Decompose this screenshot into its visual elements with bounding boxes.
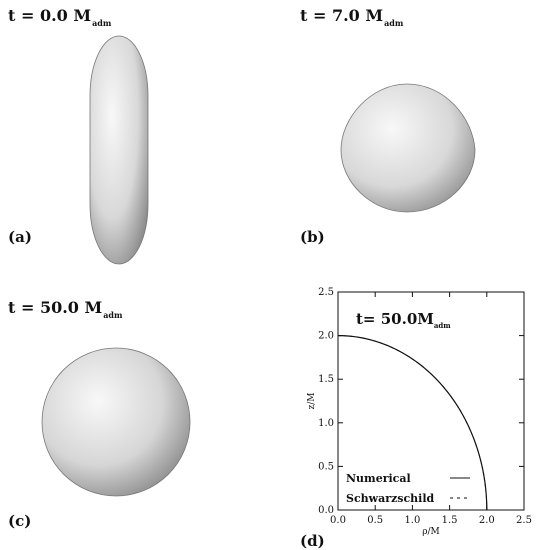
panel-a-ellipsoid <box>89 35 149 265</box>
prolate-ellipsoid-surface <box>89 35 149 265</box>
oblate-surface <box>340 83 476 213</box>
panel-a-subscript: adm <box>92 18 112 28</box>
legend-label-numerical: Numerical <box>346 472 411 485</box>
y-tick-label: 1.0 <box>318 418 334 429</box>
x-tick-label: 2.5 <box>516 515 532 526</box>
x-axis-label: ρ/M <box>422 527 440 537</box>
x-tick-label: 0.5 <box>367 515 383 526</box>
sphere-surface <box>41 347 191 497</box>
panel-a-title: t = 0.0 Madm <box>8 6 111 28</box>
panel-c-time: t = 50.0 M <box>8 298 103 317</box>
y-tick-label: 2.5 <box>318 287 334 298</box>
panel-c-subscript: adm <box>103 310 123 320</box>
panel-b-ellipsoid <box>340 83 476 213</box>
panel-a-time: t = 0.0 M <box>8 6 92 25</box>
panel-b-title: t = 7.0 Madm <box>300 6 403 28</box>
panel-d-chart: 0.0 0.5 1.0 1.5 2.0 2.5 0.0 0.5 1.0 1.5 2.0 2.5 ρ/M z… <box>307 287 532 537</box>
panel-c-title: t = 50.0 Madm <box>8 298 122 320</box>
panel-b-time: t = 7.0 M <box>300 6 384 25</box>
panel-c-label: (c) <box>8 512 32 530</box>
chart-annotation: t= 50.0Madm <box>356 310 451 330</box>
panel-b-label: (b) <box>300 228 325 246</box>
panel-a-label: (a) <box>8 228 32 246</box>
plot-frame <box>337 291 525 511</box>
panel-c-sphere <box>41 347 191 497</box>
chart-annotation-subscript: adm <box>434 321 451 330</box>
x-tick-label: 2.0 <box>479 515 495 526</box>
y-axis-label: z/M <box>307 393 317 410</box>
panel-b-subscript: adm <box>384 18 404 28</box>
x-tick-label: 1.0 <box>404 515 420 526</box>
series-line-schwarzschild <box>337 335 488 511</box>
y-tick-label: 1.5 <box>318 374 334 385</box>
panel-d-label: (d) <box>300 532 325 550</box>
y-tick-label: 0.5 <box>318 461 334 472</box>
x-tick-label: 1.5 <box>442 515 458 526</box>
y-tick-label: 0.0 <box>318 505 334 516</box>
x-tick-label: 0.0 <box>330 515 346 526</box>
legend-label-schwarzschild: Schwarzschild <box>346 492 435 505</box>
y-tick-label: 2.0 <box>318 331 334 342</box>
